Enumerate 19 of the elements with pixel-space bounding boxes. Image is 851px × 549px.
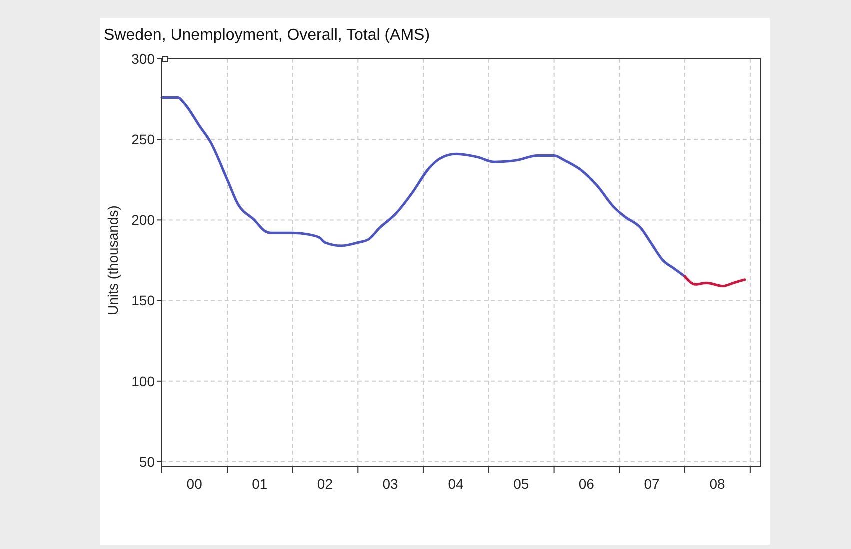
y-tick-label: 200 <box>132 212 156 228</box>
x-tick-label: 03 <box>382 476 399 492</box>
line-series <box>684 275 746 288</box>
x-tick-label: 01 <box>252 476 268 492</box>
x-tick-label: 04 <box>448 476 464 492</box>
y-tick-label: 150 <box>132 292 156 309</box>
x-tick-label: 05 <box>514 476 530 492</box>
x-tick-label: 07 <box>644 476 660 492</box>
y-tick-label: 100 <box>132 373 156 390</box>
y-axis-title: Units (thousands) <box>105 206 121 316</box>
y-tick-label: 250 <box>132 132 156 148</box>
chart-title: Sweden, Unemployment, Overall, Total (AMS) <box>104 27 430 44</box>
line-series <box>160 96 686 278</box>
y-tick-label: 50 <box>139 454 156 470</box>
x-tick-label: 00 <box>186 476 203 492</box>
x-tick-label: 08 <box>710 476 726 492</box>
x-tick-label: 06 <box>578 476 595 492</box>
y-tick-label: 300 <box>132 50 156 67</box>
x-tick-label: 02 <box>317 476 334 492</box>
